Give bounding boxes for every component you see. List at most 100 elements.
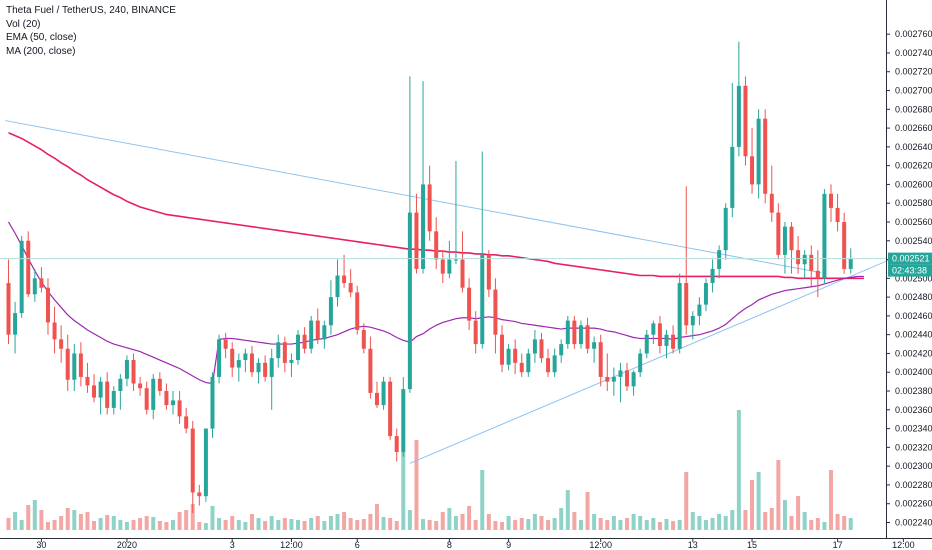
candle-body — [539, 339, 544, 359]
symbol-title[interactable]: Theta Fuel / TetherUS, 240, BINANCE — [6, 5, 176, 16]
candle — [138, 376, 143, 396]
volume-bar — [526, 519, 531, 530]
candle-body — [368, 348, 373, 393]
volume-bar — [776, 460, 781, 530]
candle-body — [348, 283, 353, 293]
volume-bar — [782, 500, 787, 530]
volume-bar — [190, 504, 195, 530]
candle-body — [815, 270, 820, 279]
volume-bar — [677, 520, 682, 530]
candle — [822, 189, 827, 284]
candle — [848, 248, 853, 274]
candle-body — [59, 339, 64, 349]
candle-body — [19, 240, 24, 314]
candle — [230, 342, 235, 377]
price-tick-label: 0.002480 — [895, 292, 932, 302]
price-tick-label: 0.002720 — [895, 67, 932, 77]
candle-body — [230, 348, 235, 368]
time-tick-label: 12:00 — [892, 540, 915, 550]
candle-body — [381, 381, 386, 406]
volume-bar — [394, 521, 399, 530]
candle — [65, 334, 70, 392]
candle-body — [151, 378, 156, 410]
candle-body — [355, 292, 360, 330]
legend-volume[interactable]: Vol (20) — [6, 18, 41, 30]
volume-bar — [171, 520, 175, 530]
candle-body — [401, 389, 406, 453]
price-tick-label: 0.002380 — [895, 386, 932, 396]
volume-bar — [638, 516, 643, 530]
candle — [592, 336, 597, 363]
volume-bar — [355, 520, 360, 530]
candle-body — [407, 212, 412, 390]
volume-bar — [500, 522, 504, 530]
candle-body — [427, 184, 432, 232]
candle-body — [618, 370, 623, 377]
candle-body — [782, 226, 787, 255]
candle — [842, 212, 847, 274]
candle — [223, 332, 228, 359]
candle-body — [671, 334, 676, 349]
candle — [52, 306, 57, 354]
candle-body — [697, 304, 702, 316]
candle-body — [763, 118, 768, 194]
candle — [500, 325, 504, 373]
candle — [296, 329, 301, 365]
volume-bar — [480, 470, 485, 530]
candle — [756, 109, 761, 199]
candle-body — [276, 342, 281, 359]
volume-bar — [743, 510, 748, 530]
legend-ma[interactable]: MA (200, close) — [6, 45, 76, 57]
candle — [309, 315, 314, 354]
candle — [546, 348, 551, 377]
candle — [657, 315, 662, 354]
time-tick-label: 13 — [688, 540, 698, 550]
candle — [144, 381, 149, 415]
candle — [473, 311, 478, 354]
volume-bar — [223, 520, 228, 530]
price-axis[interactable]: 0.002240 0.002260 0.002280 0.002300 0.002320… — [886, 29, 932, 527]
volume-bar — [592, 514, 597, 530]
legend-ema[interactable]: EMA (50, close) — [6, 32, 77, 43]
volume-bar — [486, 514, 491, 530]
price-tick-label: 0.002340 — [895, 424, 932, 434]
candle — [256, 358, 261, 384]
volume-bar — [374, 504, 379, 530]
volume-bar — [552, 518, 557, 530]
volume-bar — [835, 514, 840, 530]
candle — [519, 353, 524, 377]
candle-body — [822, 193, 827, 279]
volume-bar — [328, 516, 333, 530]
candle-body — [592, 342, 597, 349]
candle — [217, 334, 222, 384]
candle-body — [302, 334, 307, 349]
volume-bar — [342, 512, 347, 530]
candle — [598, 334, 603, 387]
candle-body — [394, 436, 399, 453]
candle — [263, 355, 268, 382]
candle-body — [197, 492, 202, 497]
volume-bar — [723, 516, 728, 530]
candle — [59, 325, 64, 363]
volume-bar — [822, 522, 827, 530]
candle-body — [315, 320, 320, 340]
candle — [796, 236, 801, 274]
trendline[interactable] — [409, 259, 891, 464]
volume-bar — [414, 440, 419, 530]
candle — [677, 273, 682, 354]
candle — [513, 339, 518, 375]
candle-body — [39, 278, 44, 288]
candle-body — [236, 360, 241, 368]
volume-bar — [532, 514, 537, 530]
trendline[interactable] — [5, 120, 822, 274]
candle-body — [796, 250, 801, 265]
price-tick-label: 0.002600 — [895, 179, 932, 189]
volume-bar — [684, 472, 689, 530]
volume-bar — [131, 520, 136, 530]
time-tick-label: 8 — [447, 540, 452, 550]
volume-bar — [322, 521, 327, 530]
candle — [684, 186, 689, 335]
volume-bar — [39, 510, 44, 530]
